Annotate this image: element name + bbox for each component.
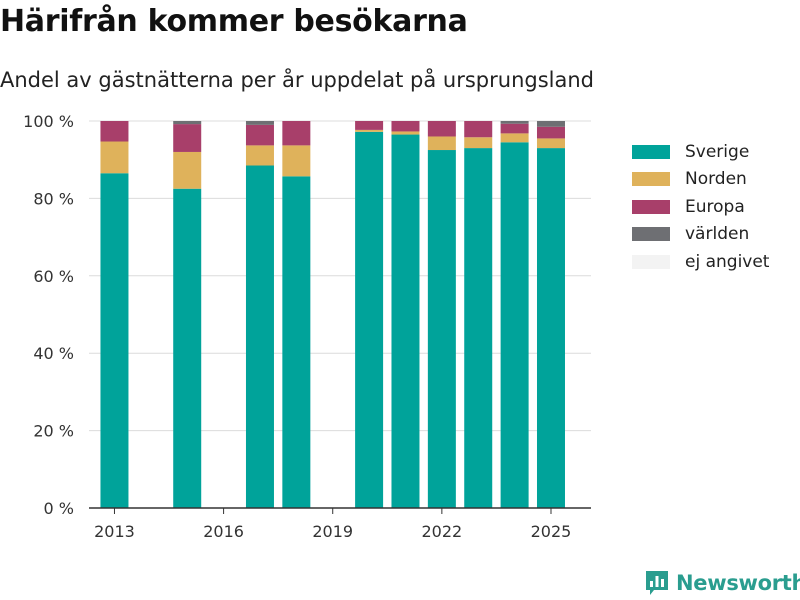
bar-segment-världen bbox=[536, 121, 565, 127]
axes: 0 % 20 % 40 % 60 % 80 % 100 % 2013 2016 2019 2022… bbox=[23, 112, 591, 541]
bar-segment-norden bbox=[391, 131, 420, 135]
page-title: Härifrån kommer besökarna bbox=[0, 4, 468, 39]
legend-entry: Sverige bbox=[632, 138, 769, 166]
bar-segment-norden bbox=[355, 129, 384, 132]
bar-segment-europa bbox=[100, 121, 129, 142]
bar-segment-sverige bbox=[464, 148, 493, 508]
bar-segment-europa bbox=[245, 124, 274, 146]
legend-label: Europa bbox=[685, 196, 745, 217]
bar-segment-norden bbox=[536, 138, 565, 149]
bar-segment-sverige bbox=[500, 142, 529, 508]
bar-chart-speech-bubble-icon bbox=[646, 571, 668, 595]
legend-swatch bbox=[632, 172, 670, 187]
bar-segment-norden bbox=[100, 141, 129, 174]
bar-segment-sverige bbox=[536, 148, 565, 508]
bar-segment-sverige bbox=[173, 188, 202, 508]
bar-segment-sverige bbox=[100, 173, 129, 508]
bar-segment-norden bbox=[282, 145, 311, 177]
legend-swatch bbox=[632, 199, 670, 214]
bar-segment-europa bbox=[464, 121, 493, 138]
bar-segment-norden bbox=[464, 137, 493, 149]
bar-segment-norden bbox=[427, 136, 456, 151]
x-tick-label: 2019 bbox=[312, 522, 353, 541]
legend-swatch bbox=[632, 227, 670, 242]
bar-segment-sverige bbox=[427, 150, 456, 508]
legend-label: världen bbox=[685, 224, 750, 245]
legend: Sverige Norden Europa världen ej angivet bbox=[632, 138, 769, 276]
bar-segment-världen bbox=[245, 121, 274, 125]
bar-segment-norden bbox=[500, 133, 529, 143]
y-tick-label: 100 % bbox=[23, 112, 74, 131]
bar-segment-sverige bbox=[282, 176, 311, 508]
bar-segment-sverige bbox=[355, 131, 384, 508]
bar-segment-europa bbox=[500, 123, 529, 134]
x-tick-label: 2025 bbox=[531, 522, 572, 541]
page-subtitle: Andel av gästnätterna per år uppdelat på… bbox=[0, 68, 594, 92]
bar-segment-europa bbox=[536, 126, 565, 139]
y-tick-label: 20 % bbox=[33, 422, 74, 441]
bar-segment-sverige bbox=[245, 165, 274, 508]
legend-label: Norden bbox=[685, 169, 747, 190]
legend-entry: Europa bbox=[632, 193, 769, 221]
bar-segment-europa bbox=[355, 121, 384, 130]
legend-entry: ej angivet bbox=[632, 248, 769, 276]
bars bbox=[100, 121, 565, 509]
bar-segment-sverige bbox=[391, 134, 420, 509]
bar-segment-europa bbox=[427, 121, 456, 137]
x-tick-label: 2013 bbox=[94, 522, 135, 541]
y-tick-label: 60 % bbox=[33, 267, 74, 286]
y-tick-label: 40 % bbox=[33, 344, 74, 363]
brand: Newsworthy bbox=[644, 569, 800, 597]
bar-segment-norden bbox=[173, 151, 202, 189]
bar-segment-europa bbox=[173, 124, 202, 152]
bar-segment-europa bbox=[282, 121, 311, 146]
legend-label: ej angivet bbox=[685, 251, 770, 272]
legend-label: Sverige bbox=[685, 141, 750, 162]
y-tick-label: 0 % bbox=[44, 499, 74, 518]
legend-entry: Norden bbox=[632, 166, 769, 194]
legend-swatch bbox=[632, 254, 670, 269]
legend-entry: världen bbox=[632, 221, 769, 249]
legend-swatch bbox=[632, 144, 670, 159]
bar-segment-europa bbox=[391, 121, 420, 132]
bar-segment-världen bbox=[500, 121, 529, 124]
y-tick-label: 80 % bbox=[33, 189, 74, 208]
x-tick-label: 2016 bbox=[203, 522, 244, 541]
bar-segment-norden bbox=[245, 145, 274, 166]
brand-name: Newsworthy bbox=[676, 571, 800, 595]
bar-segment-världen bbox=[173, 121, 202, 125]
x-tick-label: 2022 bbox=[421, 522, 462, 541]
